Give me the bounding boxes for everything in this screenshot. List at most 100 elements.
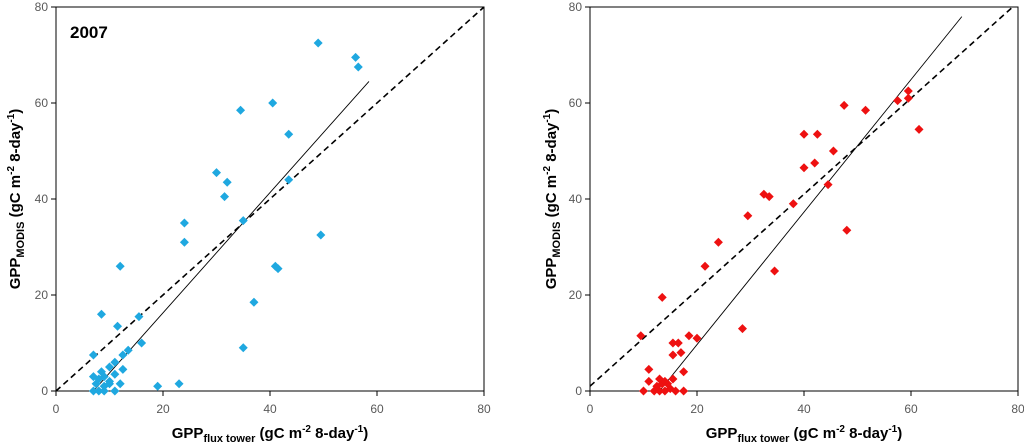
data-point [770, 266, 780, 276]
x-tick-label: 80 [1011, 402, 1024, 416]
y-tick-label: 0 [575, 384, 582, 398]
data-point [861, 105, 871, 115]
data-point [179, 218, 189, 228]
x-tick-label: 60 [904, 402, 918, 416]
data-point [903, 93, 913, 103]
data-point [839, 100, 849, 110]
data-point [222, 177, 232, 187]
data-point [115, 379, 125, 389]
data-point [284, 129, 294, 139]
data-point [110, 369, 120, 379]
regression-line [659, 16, 963, 391]
axis-title-part: -1 [542, 113, 553, 122]
x-tick-label: 40 [263, 402, 277, 416]
chart-right: 0 20 40 60 80 0 20 40 60 80 GPPflux tower (gC m-2 … [542, 0, 1024, 443]
data-point [636, 331, 646, 341]
axis-title-part: ) [363, 425, 368, 442]
axis-title-part: (gC m [255, 425, 302, 442]
data-point [764, 192, 774, 202]
y-tick-label: 40 [35, 192, 49, 206]
data-point [660, 376, 670, 386]
axis-title-part: (gC m [7, 175, 24, 222]
y-tick-label: 0 [41, 384, 48, 398]
data-point [110, 386, 120, 396]
data-point [810, 158, 820, 168]
data-point [903, 86, 913, 96]
data-point [316, 230, 326, 240]
x-axis-title: GPPflux tower (gC m-2 8-day-1) [706, 424, 902, 443]
data-point [351, 52, 361, 62]
data-point [118, 364, 128, 374]
x-tick-label: 0 [53, 402, 60, 416]
plot-frame [589, 6, 1019, 392]
axis-title-part: -1 [6, 113, 17, 122]
x-tick-label: 20 [156, 402, 170, 416]
axis-title-part: -2 [836, 424, 845, 435]
data-point [668, 374, 678, 384]
data-point [639, 386, 648, 396]
data-point [737, 324, 747, 334]
data-point [212, 168, 221, 178]
data-point [238, 343, 248, 353]
y-axis-title: GPPMODIS (gC m-2 8-day-1) [6, 109, 27, 290]
data-point [110, 357, 120, 367]
data-point [88, 386, 98, 396]
data-point [273, 264, 283, 274]
axis-title-part: 8-day [543, 122, 560, 166]
axis-title-part: -1 [354, 424, 363, 435]
data-point [823, 180, 833, 190]
axis-title-part: -1 [888, 424, 897, 435]
axis-title-part: (gC m [789, 425, 836, 442]
data-point [313, 38, 323, 48]
panel-title: 2007 [70, 23, 108, 42]
y-tick-label: 60 [35, 96, 49, 110]
data-point [118, 350, 128, 360]
x-tick-label: 80 [477, 402, 491, 416]
y-axis-title: GPPMODIS (gC m-2 8-day-1) [542, 109, 563, 290]
data-point [914, 124, 924, 134]
data-point [96, 367, 106, 377]
data-point [268, 98, 278, 108]
data-point [174, 379, 184, 389]
data-point [799, 163, 809, 173]
data-point [220, 192, 230, 202]
data-point [842, 225, 852, 235]
data-point [799, 129, 809, 139]
data-point [249, 297, 259, 307]
data-point [644, 364, 654, 374]
y-tick-label: 40 [569, 192, 583, 206]
axis-title-part: GPP [172, 425, 204, 442]
data-point [788, 199, 798, 209]
identity-line [56, 7, 484, 391]
data-point [88, 372, 98, 382]
axis-title-part: flux tower [203, 433, 256, 443]
axis-title-part: 8-day [311, 425, 355, 442]
data-point [671, 386, 681, 396]
data-point [238, 216, 248, 226]
data-point [236, 105, 246, 115]
axis-title-part: MODIS [15, 222, 27, 258]
data-point [893, 96, 903, 106]
x-tick-label: 0 [587, 402, 594, 416]
data-point [828, 146, 838, 156]
data-point [668, 350, 678, 360]
axis-title-part: -2 [6, 166, 17, 175]
data-point [673, 338, 683, 348]
data-point [692, 333, 702, 343]
x-tick-label: 40 [797, 402, 811, 416]
axis-title-part: GPP [543, 258, 560, 290]
axis-title-part: 8-day [7, 122, 24, 166]
data-point [679, 367, 689, 377]
axis-title-part: -2 [542, 166, 553, 175]
data-point [88, 350, 98, 360]
y-tick-label: 80 [569, 0, 583, 14]
data-point [684, 331, 694, 341]
data-point [96, 309, 106, 319]
data-point [94, 386, 104, 396]
x-axis-title: GPPflux tower (gC m-2 8-day-1) [172, 424, 368, 443]
y-tick-label: 20 [569, 288, 583, 302]
data-point [353, 62, 363, 72]
axis-title-part: GPP [706, 425, 738, 442]
